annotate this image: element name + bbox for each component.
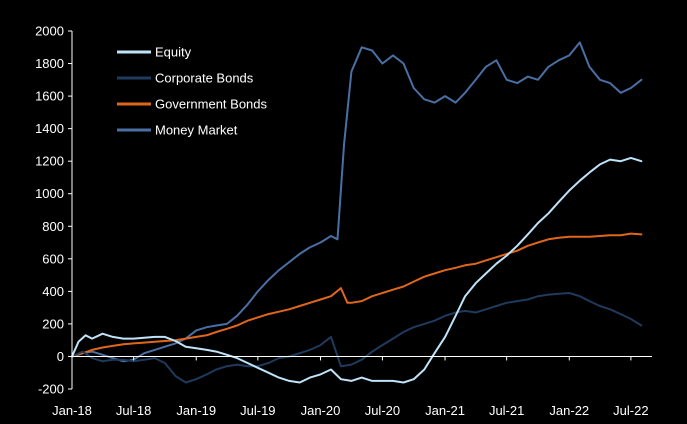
x-tick-label: Jul-22 xyxy=(613,403,648,418)
y-tick-label: -200 xyxy=(38,382,64,397)
legend-label-equity: Equity xyxy=(155,45,192,60)
legend-label-money-market: Money Market xyxy=(155,123,238,138)
x-tick-label: Jan-22 xyxy=(549,403,589,418)
x-axis: Jan-18 Jul-18 Jan-19 Jul-19 Jan-20 Jul-20 Jan-… xyxy=(52,355,652,418)
x-tick-label: Jul-18 xyxy=(116,403,151,418)
series-line-corporate-bonds xyxy=(71,292,643,384)
series-line-equity xyxy=(71,156,643,384)
legend-label-corporate-bonds: Corporate Bonds xyxy=(155,71,254,86)
y-tick-label: 1000 xyxy=(35,186,64,201)
x-tick-label: Jan-21 xyxy=(425,403,465,418)
x-tick-label: Jan-19 xyxy=(176,403,216,418)
y-tick-label: 1400 xyxy=(35,121,64,136)
y-tick-label: 1800 xyxy=(35,56,64,71)
x-tick-label: Jan-20 xyxy=(301,403,341,418)
y-tick-label: 1600 xyxy=(35,89,64,104)
y-tick-label: 800 xyxy=(42,219,64,234)
y-tick-label: 200 xyxy=(42,316,64,331)
y-tick-label: 600 xyxy=(42,251,64,266)
x-tick-label: Jul-20 xyxy=(365,403,400,418)
y-tick-label: 1200 xyxy=(35,154,64,169)
x-tick-label: Jan-18 xyxy=(52,403,92,418)
y-tick-label: 2000 xyxy=(35,24,64,39)
x-tick-label: Jul-21 xyxy=(489,403,524,418)
legend: Equity Corporate Bonds Government Bonds Mon… xyxy=(117,45,268,138)
y-tick-label: 400 xyxy=(42,284,64,299)
legend-label-government-bonds: Government Bonds xyxy=(155,97,268,112)
series-group xyxy=(71,41,643,384)
series-line-government-bonds xyxy=(71,232,643,358)
y-tick-label: 0 xyxy=(57,349,64,364)
y-axis: -200 0 200 400 600 800 1000 1200 1400 1600 1800 200… xyxy=(35,24,73,397)
x-tick-label: Jul-19 xyxy=(240,403,275,418)
series-line-money-market xyxy=(71,41,643,363)
